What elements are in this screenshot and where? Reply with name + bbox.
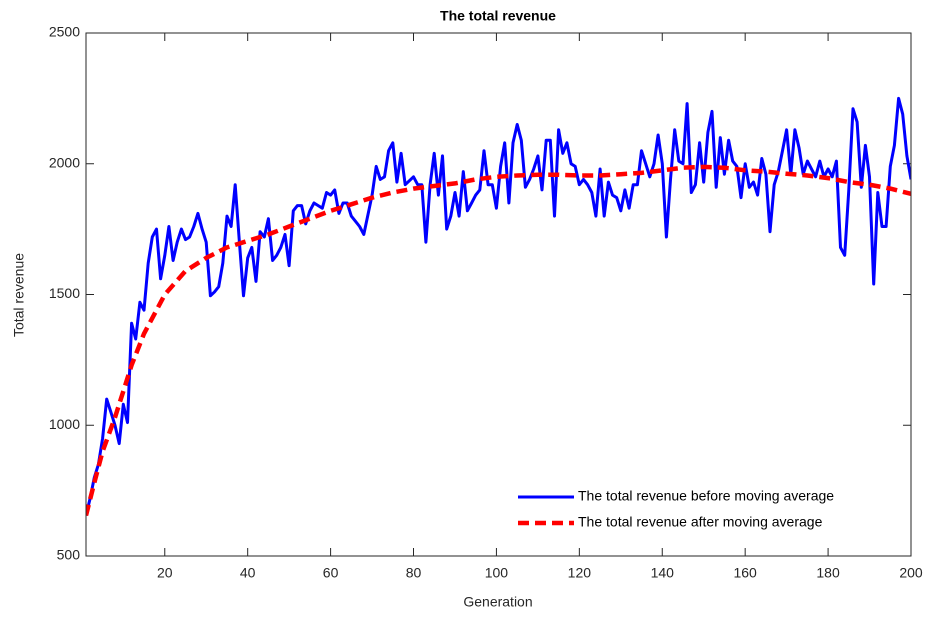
x-tick-label: 40 [240,565,256,581]
x-tick-label: 120 [568,565,592,581]
x-tick-label: 20 [157,565,173,581]
series-line [86,164,911,517]
x-tick-label: 180 [816,565,840,581]
y-tick-label: 2000 [49,154,80,170]
legend-label: The total revenue after moving average [578,514,823,530]
y-tick-label: 1000 [49,416,80,432]
x-tick-label: 100 [485,565,509,581]
y-tick-label: 500 [57,547,81,563]
legend-label: The total revenue before moving average [578,488,834,504]
y-tick-label: 2500 [49,24,80,40]
chart-title: The total revenue [440,8,556,24]
x-tick-label: 80 [406,565,422,581]
y-axis-label: Total revenue [11,253,27,337]
x-tick-label: 60 [323,565,339,581]
x-axis-label: Generation [463,594,532,610]
x-tick-label: 140 [651,565,675,581]
y-tick-label: 1500 [49,285,80,301]
x-tick-label: 160 [733,565,757,581]
plot-box [85,32,912,557]
series-line [86,96,911,516]
x-tick-label: 200 [899,565,923,581]
